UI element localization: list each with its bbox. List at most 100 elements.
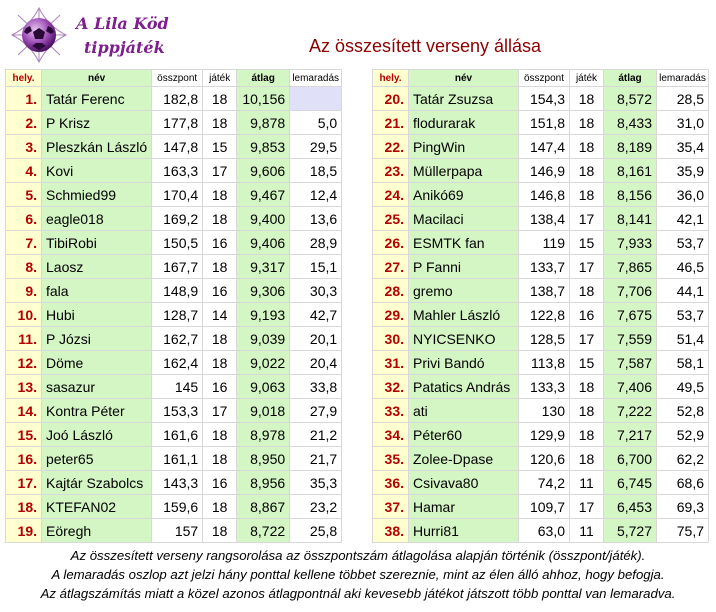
player-name[interactable]: flodurarak <box>408 110 519 135</box>
player-name[interactable]: eagle018 <box>40 206 153 231</box>
player-name[interactable]: NYICSENKO <box>408 326 519 351</box>
player-name[interactable]: Péter60 <box>408 422 519 447</box>
games-cell: 17 <box>202 158 238 183</box>
games-cell: 17 <box>569 254 604 279</box>
player-name[interactable]: Döme <box>40 350 153 375</box>
games-cell: 17 <box>569 206 604 231</box>
lag-cell: 69,3 <box>656 494 709 519</box>
table-row: 13. sasazur 145 16 9,063 33,8 <box>5 374 343 399</box>
lag-cell: 44,1 <box>656 278 709 303</box>
points-cell: 147,4 <box>518 134 570 159</box>
player-name[interactable]: gremo <box>408 278 519 303</box>
points-cell: 109,7 <box>518 494 570 519</box>
player-name[interactable]: Hurri81 <box>408 518 519 543</box>
player-name[interactable]: Pleszkán László <box>40 134 153 159</box>
average-cell: 10,156 <box>236 86 291 111</box>
player-name[interactable]: P Fanni <box>408 254 519 279</box>
average-cell: 9,306 <box>236 278 291 303</box>
rank-header[interactable]: hely. <box>5 69 42 87</box>
player-name[interactable]: Hubi <box>40 302 153 327</box>
player-name[interactable]: Tatár Zsuzsa <box>408 86 519 111</box>
games-cell: 18 <box>202 326 238 351</box>
player-name[interactable]: Kovi <box>40 158 153 183</box>
diff-header[interactable]: lemaradás <box>656 69 709 87</box>
points-cell: 153,3 <box>151 398 204 423</box>
average-cell: 6,700 <box>603 446 657 471</box>
lag-cell: 29,5 <box>289 134 343 159</box>
average-cell: 9,853 <box>236 134 291 159</box>
site-logo[interactable]: A Lila Köd tippjáték <box>4 4 169 64</box>
player-name[interactable]: Csivava80 <box>408 470 519 495</box>
games-header[interactable]: játék <box>202 69 238 87</box>
player-name[interactable]: Tatár Ferenc <box>40 86 153 111</box>
player-name[interactable]: Mahler László <box>408 302 519 327</box>
diff-header[interactable]: lemaradás <box>289 69 343 87</box>
player-name[interactable]: Joó László <box>40 422 153 447</box>
points-cell: 167,7 <box>151 254 204 279</box>
table-row: 11. P Józsi 162,7 18 9,039 20,1 <box>5 326 343 351</box>
player-name[interactable]: ESMTK fan <box>408 230 519 255</box>
average-cell: 7,706 <box>603 278 657 303</box>
player-name[interactable]: Müllerpapa <box>408 158 519 183</box>
table-row: 30. NYICSENKO 128,5 17 7,559 51,4 <box>372 326 709 351</box>
lag-cell: 68,6 <box>656 470 709 495</box>
table-row: 33. ati 130 18 7,222 52,8 <box>372 398 709 423</box>
games-cell: 17 <box>569 326 604 351</box>
games-cell: 18 <box>569 134 604 159</box>
lag-cell: 53,7 <box>656 230 709 255</box>
rank-cell: 34. <box>372 422 409 447</box>
points-cell: 157 <box>151 518 204 543</box>
table-row: 2. P Krisz 177,8 18 9,878 5,0 <box>5 110 343 135</box>
points-header[interactable]: összpont <box>151 69 204 87</box>
lag-cell: 27,9 <box>289 398 343 423</box>
player-name[interactable]: Hamar <box>408 494 519 519</box>
player-name[interactable]: Patatics András <box>408 374 519 399</box>
points-cell: 159,6 <box>151 494 204 519</box>
player-name[interactable]: Zolee-Dpase <box>408 446 519 471</box>
player-name[interactable]: Kontra Péter <box>40 398 153 423</box>
avg-header[interactable]: átlag <box>603 69 657 87</box>
player-name[interactable]: Schmied99 <box>40 182 153 207</box>
points-cell: 74,2 <box>518 470 570 495</box>
rank-header[interactable]: hely. <box>372 69 409 87</box>
player-name[interactable]: Laosz <box>40 254 153 279</box>
player-name[interactable]: P Józsi <box>40 326 153 351</box>
player-name[interactable]: Privi Bandó <box>408 350 519 375</box>
games-cell: 18 <box>569 446 604 471</box>
player-name[interactable]: KTEFAN02 <box>40 494 153 519</box>
name-header[interactable]: név <box>408 69 519 87</box>
player-name[interactable]: peter65 <box>40 446 153 471</box>
games-cell: 11 <box>569 470 604 495</box>
player-name[interactable]: Eöregh <box>40 518 153 543</box>
player-name[interactable]: TibiRobi <box>40 230 153 255</box>
name-header[interactable]: név <box>40 69 153 87</box>
points-cell: 143,3 <box>151 470 204 495</box>
table-row: 3. Pleszkán László 147,8 15 9,853 29,5 <box>5 134 343 159</box>
player-name[interactable]: Kajtár Szabolcs <box>40 470 153 495</box>
points-header[interactable]: összpont <box>518 69 570 87</box>
lag-cell: 15,1 <box>289 254 343 279</box>
table-row: 5. Schmied99 170,4 18 9,467 12,4 <box>5 182 343 207</box>
player-name[interactable]: sasazur <box>40 374 153 399</box>
lag-cell: 31,0 <box>656 110 709 135</box>
table-row: 18. KTEFAN02 159,6 18 8,867 23,2 <box>5 494 343 519</box>
player-name[interactable]: P Krisz <box>40 110 153 135</box>
lag-cell: 20,4 <box>289 350 343 375</box>
player-name[interactable]: Anikó69 <box>408 182 519 207</box>
player-name[interactable]: fala <box>40 278 153 303</box>
avg-header[interactable]: átlag <box>236 69 291 87</box>
rank-cell: 27. <box>372 254 409 279</box>
games-header[interactable]: játék <box>569 69 604 87</box>
player-name[interactable]: PingWin <box>408 134 519 159</box>
player-name[interactable]: Macilaci <box>408 206 519 231</box>
rank-cell: 17. <box>5 470 42 495</box>
lag-cell: 23,2 <box>289 494 343 519</box>
games-cell: 18 <box>569 398 604 423</box>
games-cell: 18 <box>202 350 238 375</box>
player-name[interactable]: ati <box>408 398 519 423</box>
footnote-ranking: Az összesített verseny rangsorolása az ö… <box>70 548 646 563</box>
table-row: 36. Csivava80 74,2 11 6,745 68,6 <box>372 470 709 495</box>
average-cell: 8,956 <box>236 470 291 495</box>
average-cell: 7,865 <box>603 254 657 279</box>
games-cell: 17 <box>569 494 604 519</box>
